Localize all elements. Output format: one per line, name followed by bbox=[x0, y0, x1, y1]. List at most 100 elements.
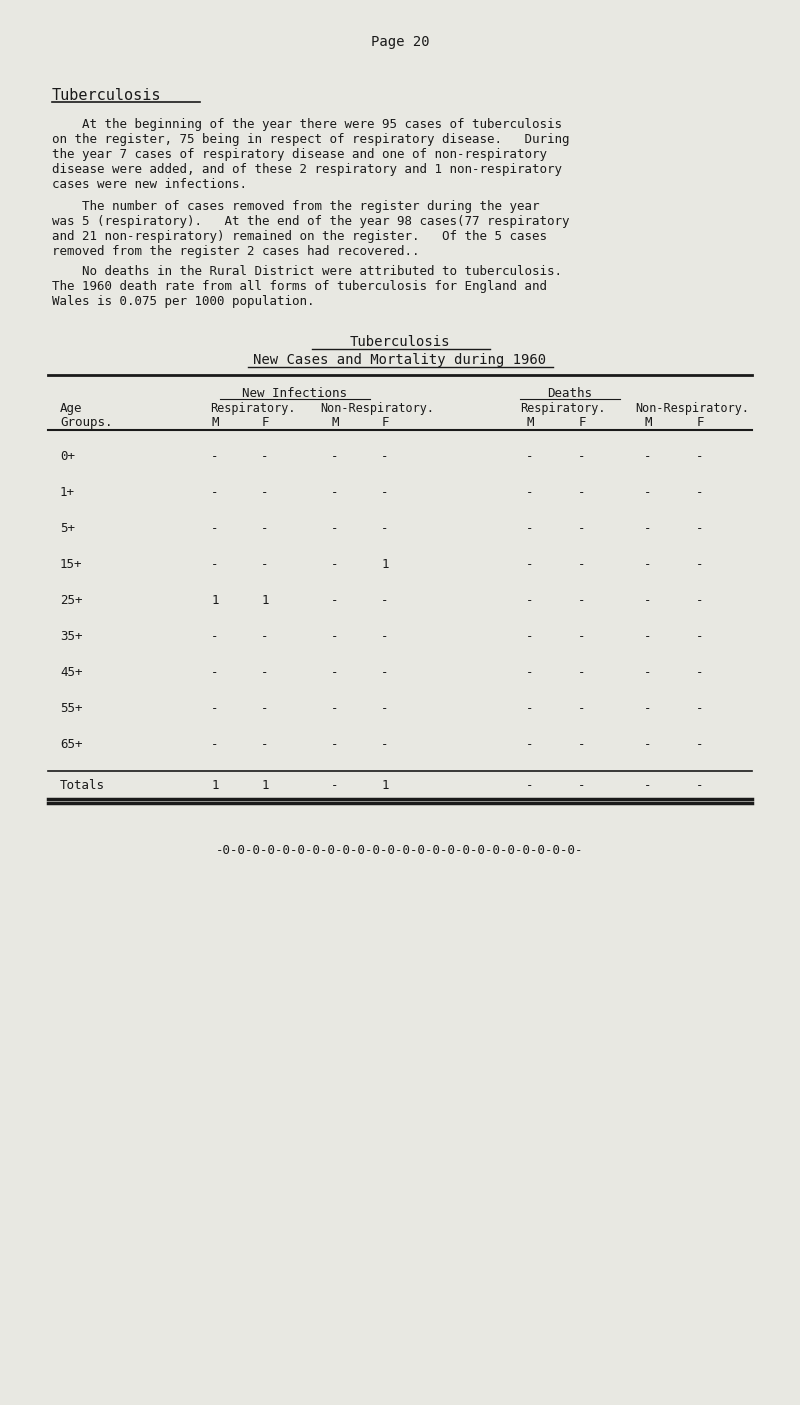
Text: -: - bbox=[644, 666, 652, 679]
Text: -: - bbox=[696, 450, 704, 464]
Text: -: - bbox=[696, 666, 704, 679]
Text: 1: 1 bbox=[262, 594, 269, 607]
Text: -: - bbox=[211, 486, 218, 499]
Text: -: - bbox=[578, 523, 586, 535]
Text: -: - bbox=[526, 778, 534, 792]
Text: -0-0-0-0-0-0-0-0-0-0-0-0-0-0-0-0-0-0-0-0-0-0-0-0-: -0-0-0-0-0-0-0-0-0-0-0-0-0-0-0-0-0-0-0-0… bbox=[216, 844, 584, 857]
Text: 5+: 5+ bbox=[60, 523, 75, 535]
Text: Page 20: Page 20 bbox=[370, 35, 430, 49]
Text: -: - bbox=[331, 702, 338, 715]
Text: -: - bbox=[331, 778, 338, 792]
Text: disease were added, and of these 2 respiratory and 1 non-respiratory: disease were added, and of these 2 respi… bbox=[52, 163, 562, 176]
Text: was 5 (respiratory).   At the end of the year 98 cases(77 respiratory: was 5 (respiratory). At the end of the y… bbox=[52, 215, 570, 228]
Text: Respiratory.: Respiratory. bbox=[520, 402, 606, 414]
Text: No deaths in the Rural District were attributed to tuberculosis.: No deaths in the Rural District were att… bbox=[52, 266, 562, 278]
Text: and 21 non-respiratory) remained on the register.   Of the 5 cases: and 21 non-respiratory) remained on the … bbox=[52, 230, 547, 243]
Text: -: - bbox=[262, 738, 269, 752]
Text: Groups.: Groups. bbox=[60, 416, 113, 429]
Text: -: - bbox=[262, 523, 269, 535]
Text: -: - bbox=[578, 486, 586, 499]
Text: 55+: 55+ bbox=[60, 702, 82, 715]
Text: F: F bbox=[578, 416, 586, 429]
Text: -: - bbox=[644, 486, 652, 499]
Text: -: - bbox=[262, 702, 269, 715]
Text: -: - bbox=[211, 738, 218, 752]
Text: cases were new infections.: cases were new infections. bbox=[52, 178, 247, 191]
Text: Deaths: Deaths bbox=[547, 386, 593, 400]
Text: 15+: 15+ bbox=[60, 558, 82, 570]
Text: -: - bbox=[578, 702, 586, 715]
Text: 1: 1 bbox=[211, 594, 218, 607]
Text: 35+: 35+ bbox=[60, 629, 82, 643]
Text: -: - bbox=[526, 450, 534, 464]
Text: Totals: Totals bbox=[60, 778, 105, 792]
Text: -: - bbox=[696, 702, 704, 715]
Text: -: - bbox=[382, 594, 389, 607]
Text: -: - bbox=[331, 666, 338, 679]
Text: -: - bbox=[578, 629, 586, 643]
Text: -: - bbox=[696, 486, 704, 499]
Text: -: - bbox=[526, 702, 534, 715]
Text: 1: 1 bbox=[382, 558, 389, 570]
Text: -: - bbox=[578, 738, 586, 752]
Text: -: - bbox=[578, 666, 586, 679]
Text: -: - bbox=[211, 629, 218, 643]
Text: 1+: 1+ bbox=[60, 486, 75, 499]
Text: -: - bbox=[578, 778, 586, 792]
Text: -: - bbox=[331, 523, 338, 535]
Text: -: - bbox=[526, 523, 534, 535]
Text: M: M bbox=[331, 416, 338, 429]
Text: the year 7 cases of respiratory disease and one of non-respiratory: the year 7 cases of respiratory disease … bbox=[52, 148, 547, 162]
Text: -: - bbox=[526, 486, 534, 499]
Text: At the beginning of the year there were 95 cases of tuberculosis: At the beginning of the year there were … bbox=[52, 118, 562, 131]
Text: -: - bbox=[526, 666, 534, 679]
Text: -: - bbox=[644, 558, 652, 570]
Text: Non-Respiratory.: Non-Respiratory. bbox=[635, 402, 749, 414]
Text: -: - bbox=[262, 486, 269, 499]
Text: -: - bbox=[644, 450, 652, 464]
Text: -: - bbox=[382, 702, 389, 715]
Text: Respiratory.: Respiratory. bbox=[210, 402, 295, 414]
Text: -: - bbox=[644, 594, 652, 607]
Text: -: - bbox=[382, 450, 389, 464]
Text: -: - bbox=[382, 523, 389, 535]
Text: F: F bbox=[262, 416, 269, 429]
Text: 1: 1 bbox=[211, 778, 218, 792]
Text: F: F bbox=[696, 416, 704, 429]
Text: -: - bbox=[526, 594, 534, 607]
Text: -: - bbox=[331, 738, 338, 752]
Text: -: - bbox=[696, 629, 704, 643]
Text: -: - bbox=[526, 738, 534, 752]
Text: -: - bbox=[331, 450, 338, 464]
Text: The number of cases removed from the register during the year: The number of cases removed from the reg… bbox=[52, 200, 539, 214]
Text: -: - bbox=[331, 594, 338, 607]
Text: -: - bbox=[696, 738, 704, 752]
Text: -: - bbox=[211, 450, 218, 464]
Text: Wales is 0.075 per 1000 population.: Wales is 0.075 per 1000 population. bbox=[52, 295, 314, 308]
Text: removed from the register 2 cases had recovered..: removed from the register 2 cases had re… bbox=[52, 244, 419, 259]
Text: 25+: 25+ bbox=[60, 594, 82, 607]
Text: -: - bbox=[578, 558, 586, 570]
Text: -: - bbox=[644, 738, 652, 752]
Text: -: - bbox=[331, 486, 338, 499]
Text: -: - bbox=[382, 738, 389, 752]
Text: -: - bbox=[262, 450, 269, 464]
Text: 1: 1 bbox=[262, 778, 269, 792]
Text: New Infections: New Infections bbox=[242, 386, 347, 400]
Text: 65+: 65+ bbox=[60, 738, 82, 752]
Text: -: - bbox=[644, 629, 652, 643]
Text: Tuberculosis: Tuberculosis bbox=[350, 334, 450, 348]
Text: -: - bbox=[211, 558, 218, 570]
Text: -: - bbox=[262, 629, 269, 643]
Text: -: - bbox=[696, 778, 704, 792]
Text: Tuberculosis: Tuberculosis bbox=[52, 89, 162, 103]
Text: -: - bbox=[578, 450, 586, 464]
Text: on the register, 75 being in respect of respiratory disease.   During: on the register, 75 being in respect of … bbox=[52, 133, 570, 146]
Text: M: M bbox=[211, 416, 218, 429]
Text: F: F bbox=[382, 416, 389, 429]
Text: -: - bbox=[211, 666, 218, 679]
Text: -: - bbox=[696, 558, 704, 570]
Text: -: - bbox=[526, 629, 534, 643]
Text: -: - bbox=[696, 594, 704, 607]
Text: Age: Age bbox=[60, 402, 82, 414]
